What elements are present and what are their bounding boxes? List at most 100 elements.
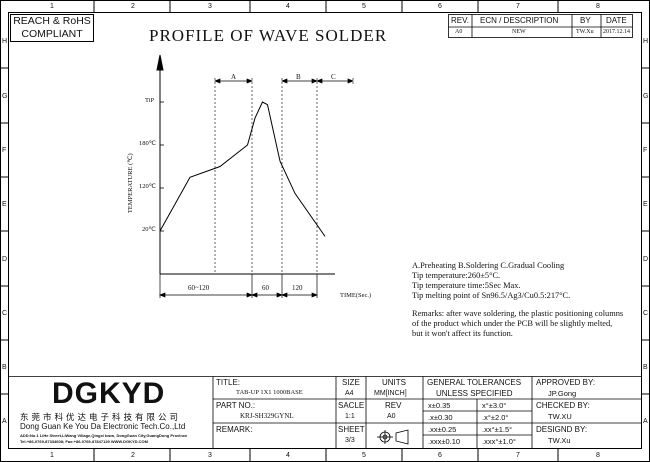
remark-label: REMARK: [216,425,253,434]
row-letter: G [2,93,8,100]
phase-label-b: B [296,73,301,81]
segment-arrows [159,274,318,298]
note-line: Tip temperature time:5Sec Max. [412,281,521,290]
row-letter: H [2,38,8,45]
tolerance-angular: .x°±2.0° [482,413,509,422]
compliance-line-1: REACH & RoHS [13,15,91,27]
tolerance-angular: .xxx°±1.0° [482,437,516,446]
rev-value-block: A0 [387,413,396,420]
y-tick-marks [160,101,164,232]
phase-label-a: A [231,73,237,81]
part-no-value: KRJ-SH329GYNL [240,412,294,420]
column-number: 1 [50,3,54,10]
sheet-label: SHEET [338,425,365,434]
row-letter: E [2,201,7,208]
units-value: MM[INCH] [374,390,407,397]
y-tick-label: 180℃ [139,140,157,147]
column-number: 2 [131,3,135,10]
y-tick-label: 20℃ [142,226,156,233]
title-label: TITLE: [216,378,241,387]
row-letter: D [643,256,649,263]
row-letter: C [643,310,649,317]
scale-label: SACLE [338,401,365,410]
segment-label: 120 [292,284,303,292]
row-letter: A [2,418,7,425]
column-number: 4 [286,3,290,10]
company-logo: DGKYD [52,377,166,410]
tolerance-header-2: UNLESS SPECIFIED [436,389,513,398]
remark-line: but it won't affect its function. [412,329,513,338]
rev-header: REV. [451,16,469,25]
x-axis-label: TIME(Sec.) [340,292,372,299]
approved-value: JP.Gong [548,389,577,398]
row-ticks [0,67,650,395]
revision-table-grid [448,14,633,38]
column-number: 4 [286,452,290,459]
solder-profile-line [159,101,326,237]
note-line: Tip melting point of Sn96.5/Ag3/Cu0.5:21… [412,291,571,300]
tolerance-linear: .xx±0.25 [428,425,457,434]
size-value: A4 [345,390,354,397]
column-number: 6 [438,3,442,10]
row-letter: B [643,364,648,371]
column-number: 5 [362,452,366,459]
company-name-cn: 东莞市科优达电子科技有限公司 [20,412,182,422]
row-letter: H [643,38,649,45]
checked-label: CHECKED BY: [536,401,590,410]
column-number: 8 [596,3,600,10]
y-tick-label: 120℃ [139,183,157,190]
row-letter: A [643,418,648,425]
compliance-line-2: COMPLIANT [21,28,83,40]
column-number: 3 [208,3,212,10]
phase-arrows [214,78,354,84]
tolerance-angular: x°±3.0° [482,401,507,410]
rev-value: A0 [455,29,463,35]
approved-label: APPROVED BY: [536,378,596,387]
scale-value: 1:1 [345,413,355,420]
units-label: UNITS [382,378,406,387]
row-letter: B [2,364,7,371]
phase-legend: A.Preheating B.Soldering C.Gradual Cooli… [412,261,565,270]
sheet-value: 3/3 [345,437,355,444]
date-value: 2017.12.14 [603,29,630,35]
chart-axes [156,54,335,275]
company-address: ADD:No.1 LiHe Street,LiWang Village,Qing… [20,433,188,438]
designed-label: DESIGND BY: [536,425,588,434]
column-ticks [93,0,559,462]
compliance-box: REACH & RoHS COMPLIANT [10,14,94,42]
tolerance-linear: .x±0.30 [428,413,453,422]
remark-line: Remarks: after wave soldering, the plast… [412,309,624,318]
row-letter: F [2,147,7,154]
tolerance-linear: x±0.35 [428,401,451,410]
y-axis-label: TEMPERATURE (℃) [126,153,134,214]
by-value: TW.Xu [576,29,594,35]
column-number: 7 [516,452,520,459]
ecn-value: NEW [512,29,526,35]
tolerance-header-1: GENERAL TOLERANCES [427,378,522,387]
segment-label: 60 [262,284,269,292]
company-name-en: Dong Guan Ke You Da Electronic Tech.Co.,… [20,422,186,431]
column-number: 3 [208,452,212,459]
row-letter: E [643,201,648,208]
note-line: Tip temperature:260±5°C. [412,271,501,280]
by-header: BY [580,16,591,25]
remark-line: of the product which under the PCB will … [412,319,613,328]
rev-label: REV [385,401,402,410]
column-number: 7 [516,3,520,10]
title-block-grid [8,376,642,449]
column-number: 8 [596,452,600,459]
phase-guides [214,78,354,274]
row-letter: C [2,310,8,317]
company-phone: Tel:+86-0769-87334608; Fax:+86-0769-8784… [20,439,148,444]
designed-value: TW.Xu [548,436,571,445]
phase-label-c: C [331,73,336,81]
column-number: 6 [438,452,442,459]
tolerance-linear: .xxx±0.10 [428,437,461,446]
checked-value: TW.XU [548,412,572,421]
tolerance-angular: .xx°±1.5° [482,425,513,434]
row-letter: G [643,93,649,100]
y-tick-label: TiP [145,97,155,104]
part-no-label: PART NO.: [216,401,256,410]
projection-symbol [377,429,409,445]
